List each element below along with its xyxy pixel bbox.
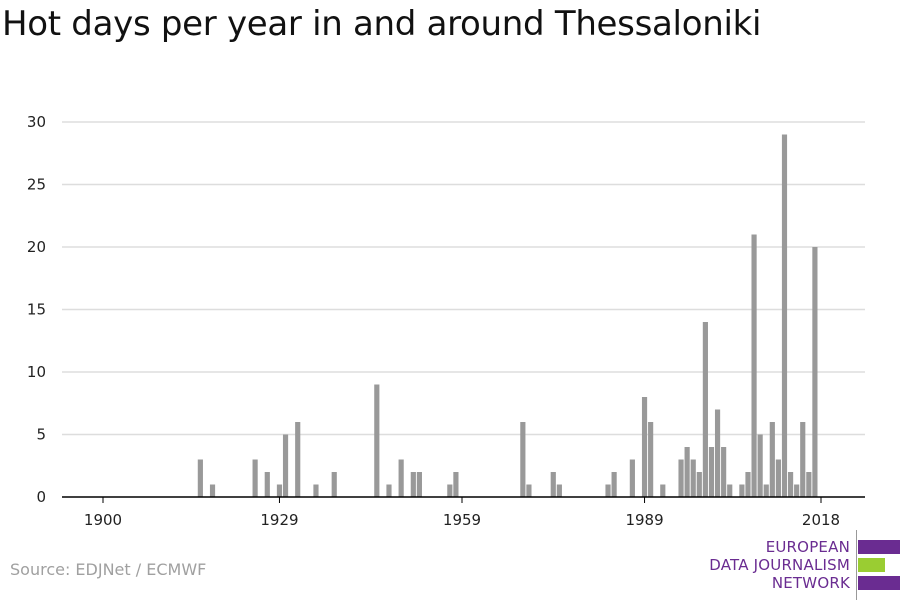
bar-1957 [447,484,453,497]
y-tick-label: 20 [27,238,46,256]
logo-purple-bar-bottom [858,576,900,590]
bar-1918 [209,484,216,497]
y-tick-label: 30 [27,113,46,131]
bar-1927 [264,472,270,497]
bar-1949 [398,459,404,497]
bar-1992 [660,484,666,497]
logo-line-3: NETWORK [771,574,850,592]
bar-2010 [769,422,775,497]
bar-2007 [751,234,757,497]
bar-1935 [313,484,319,497]
x-tick-label: 1989 [625,511,663,529]
bar-2003 [727,484,733,497]
bar-2002 [721,447,727,497]
logo-purple-bar-top [858,540,900,554]
bar-1987 [629,459,635,497]
bar-1990 [648,422,654,497]
y-tick-label: 0 [36,488,46,506]
logo-line-2: DATA JOURNALISM [709,556,850,574]
x-tick-label: 1900 [84,511,122,529]
bar-1998 [696,472,702,497]
bar-1997 [690,459,696,497]
x-tick-label: 1929 [260,511,298,529]
logo-green-bar [858,558,885,572]
bar-2017 [812,247,818,497]
axes [62,496,865,503]
bar-chart: 0 5 10 15 20 25 30 1900 1929 1959 1989 2018 [27,113,865,529]
bar-1975 [556,484,562,497]
source-note: Source: EDJNet / ECMWF [10,560,207,579]
y-tick-label: 10 [27,363,46,381]
edjnet-logo: EUROPEAN DATA JOURNALISM NETWORK [700,528,900,600]
bars [197,134,818,497]
x-tick-labels: 1900 1929 1959 1989 2018 [84,511,840,529]
bar-1970 [526,484,532,497]
bar-1995 [678,459,684,497]
bar-1969 [520,422,526,497]
bar-2008 [757,434,763,497]
bar-1974 [550,472,556,497]
chart-title: Hot days per year in and around Thessalo… [2,4,762,44]
bar-2000 [708,447,715,497]
bar-1916 [197,459,203,497]
bar-2013 [787,472,794,497]
bar-2006 [745,472,751,497]
bar-2011 [775,459,781,497]
gridlines [62,121,865,436]
bar-1925 [252,459,258,497]
bar-1932 [295,422,301,497]
bar-2005 [739,484,745,497]
bar-1983 [605,484,611,497]
y-tick-label: 25 [27,176,46,194]
bar-1945 [374,384,380,497]
bar-1989 [641,397,648,497]
bar-1999 [702,322,708,497]
bar-2012 [781,134,788,497]
x-tick-label: 1959 [443,511,481,529]
bar-2001 [714,409,721,497]
y-tick-labels: 0 5 10 15 20 25 30 [27,113,46,506]
bar-1996 [684,447,690,497]
logo-separator [856,530,857,600]
bar-1958 [453,472,459,497]
bar-1929 [276,484,283,497]
bar-2015 [800,422,806,497]
x-tick-label: 2018 [802,511,840,529]
y-tick-label: 15 [27,301,46,319]
bar-1984 [611,472,617,497]
bar-1951 [410,472,416,497]
bar-1947 [386,484,392,497]
bar-1938 [331,472,337,497]
bar-1930 [282,434,289,497]
bar-2014 [794,484,800,497]
bar-2016 [806,472,812,497]
y-tick-label: 5 [36,426,46,444]
bar-1952 [416,472,422,497]
logo-line-1: EUROPEAN [765,538,850,556]
bar-2009 [763,484,769,497]
